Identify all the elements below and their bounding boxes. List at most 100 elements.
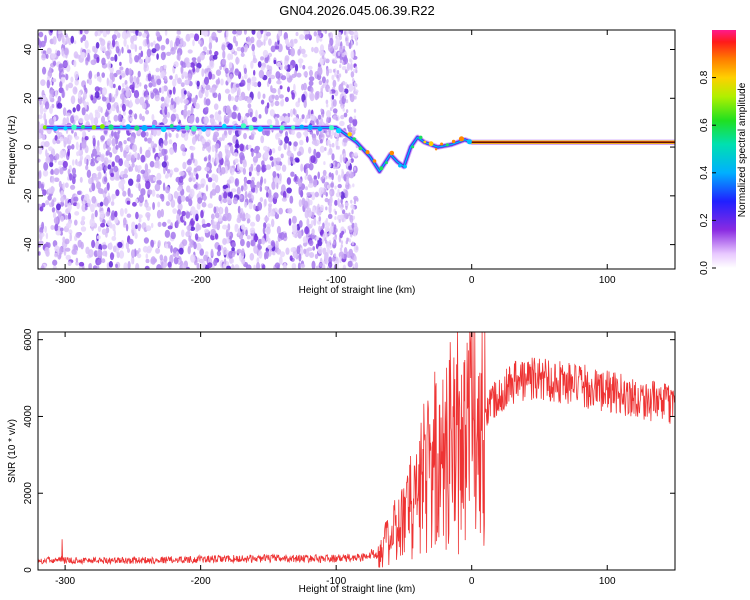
noise-blob: [176, 96, 181, 105]
noise-blob: [350, 59, 353, 64]
noise-blob: [245, 264, 252, 269]
noise-blob: [129, 30, 134, 34]
noise-blob: [59, 136, 64, 142]
noise-blob: [275, 164, 281, 171]
noise-blob: [170, 199, 176, 208]
noise-blob: [90, 116, 95, 126]
noise-blob: [221, 58, 227, 65]
noise-blob: [50, 168, 54, 175]
noise-blob: [179, 171, 185, 177]
noise-blob: [147, 73, 152, 82]
noise-blob: [128, 68, 132, 76]
noise-blob: [348, 238, 352, 243]
noise-blob: [52, 211, 57, 219]
noise-blob: [261, 165, 266, 173]
noise-blob: [216, 156, 219, 165]
noise-blob: [60, 201, 65, 207]
noise-blob: [169, 173, 172, 178]
noise-blob: [340, 82, 344, 87]
noise-blob: [264, 30, 267, 35]
noise-blob: [332, 99, 337, 107]
noise-blob: [256, 164, 261, 173]
noise-blob: [125, 99, 130, 107]
noise-blob: [208, 49, 212, 55]
noise-blob: [51, 199, 55, 207]
noise-blob: [246, 97, 252, 104]
noise-blob: [311, 46, 314, 53]
noise-blob: [145, 131, 149, 137]
noise-blob: [205, 98, 211, 106]
noise-blob: [343, 142, 347, 146]
noise-blob: [77, 190, 81, 195]
noise-blob: [185, 211, 191, 219]
noise-blob: [299, 139, 304, 146]
noise-blob: [227, 93, 232, 102]
noise-blob: [124, 208, 128, 214]
noise-blob: [145, 109, 150, 115]
noise-blob: [138, 194, 144, 204]
noise-blob: [130, 35, 135, 44]
noise-blob: [145, 258, 150, 264]
colorbar-tick-label: 0.4: [699, 165, 710, 179]
noise-blob: [249, 111, 253, 118]
noise-blob: [251, 30, 256, 35]
noise-blob: [202, 195, 208, 201]
noise-blob: [145, 225, 152, 232]
noise-blob: [70, 76, 74, 83]
noise-blob: [328, 184, 331, 189]
noise-blob: [64, 214, 69, 220]
spectrogram-xlabel: Height of straight line (km): [299, 285, 416, 296]
noise-blob: [296, 151, 302, 157]
noise-blob: [345, 171, 350, 180]
noise-blob: [279, 173, 282, 182]
noise-blob: [325, 206, 328, 211]
noise-blob: [243, 132, 247, 140]
noise-blob: [219, 207, 223, 215]
noise-blob: [189, 226, 196, 231]
noise-blob: [176, 116, 180, 123]
noise-blob: [333, 68, 336, 73]
noise-blob: [353, 86, 356, 91]
noise-blob: [67, 82, 74, 89]
noise-blob: [318, 216, 322, 222]
noise-blob: [174, 73, 178, 81]
noise-blob: [349, 184, 352, 189]
noise-blob: [245, 213, 251, 220]
noise-blob: [237, 87, 241, 96]
ridge-knot: [169, 124, 174, 128]
noise-blob: [318, 50, 322, 55]
noise-blob: [74, 211, 80, 216]
noise-blob: [253, 264, 256, 269]
ridge-knot: [445, 143, 449, 147]
noise-blob: [263, 151, 269, 159]
noise-blob: [109, 66, 114, 74]
noise-blob: [164, 149, 168, 155]
noise-blob: [115, 144, 119, 150]
noise-blob: [96, 181, 101, 190]
noise-blob: [331, 142, 335, 148]
noise-blob: [257, 31, 262, 39]
noise-blob: [45, 156, 51, 164]
noise-blob: [236, 248, 242, 254]
noise-blob: [138, 46, 142, 51]
noise-blob: [348, 159, 352, 164]
noise-blob: [63, 48, 69, 56]
noise-blob: [54, 135, 58, 141]
noise-blob: [224, 36, 228, 43]
noise-blob: [265, 164, 272, 170]
ridge-knot: [134, 125, 140, 131]
noise-blob: [177, 30, 182, 35]
noise-blob: [260, 135, 265, 144]
noise-blob: [217, 30, 222, 34]
noise-blob: [38, 158, 41, 163]
noise-blob: [155, 67, 160, 73]
colorbar: 0.0 0.2 0.4 0.6 0.8 Normalized spectral ampl…: [699, 30, 748, 275]
ridge-knot: [240, 123, 247, 129]
noise-blob: [52, 36, 57, 45]
noise-blob: [262, 264, 266, 269]
noise-blob: [287, 157, 291, 166]
noise-blob: [139, 113, 143, 120]
noise-blob: [309, 177, 313, 186]
noise-blob: [58, 63, 64, 69]
